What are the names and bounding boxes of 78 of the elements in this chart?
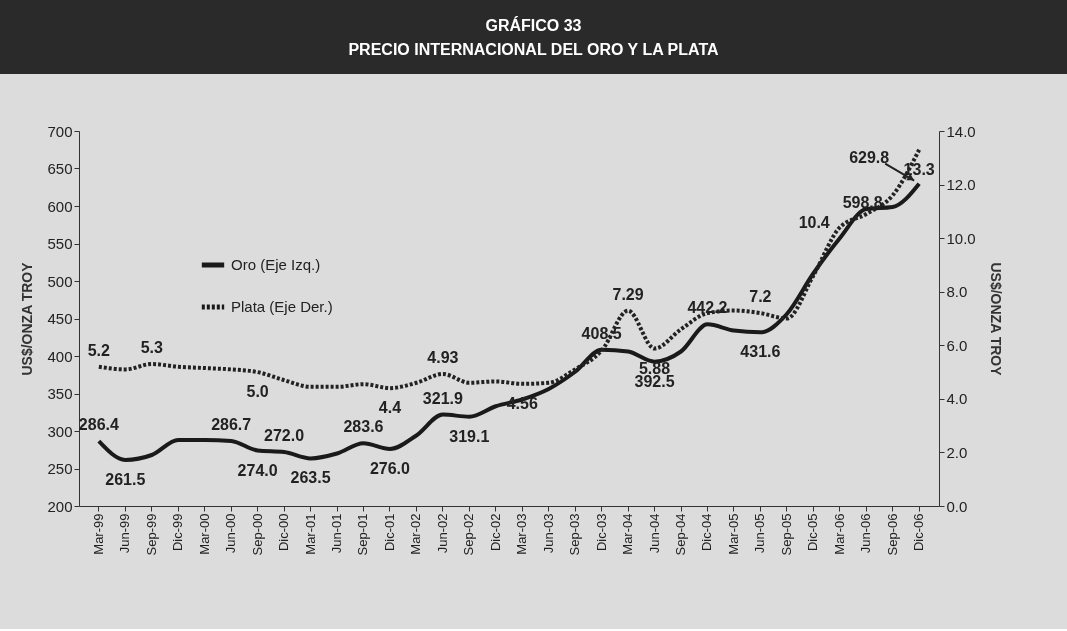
data-label: 5.3 (140, 339, 163, 357)
data-label: 629.8 (849, 148, 890, 166)
y-tick-label: 350 (47, 385, 73, 402)
y2-tick-label: 6.0 (946, 336, 968, 354)
x-tick-label: Mar-00 (196, 513, 212, 555)
y2-tick-label: 0.0 (946, 497, 968, 515)
y-axis-title: US$/ONZA TROY (19, 261, 36, 376)
x-tick-label: Mar-02 (408, 513, 424, 555)
data-label: 4.4 (378, 399, 402, 417)
data-label: 286.7 (211, 415, 252, 433)
y2-tick-label: 2.0 (946, 443, 968, 461)
x-tick-label: Mar-04 (620, 513, 636, 555)
y-tick-label: 400 (47, 347, 73, 365)
data-label: 4.93 (427, 348, 459, 366)
x-tick-label: Dic-01 (381, 513, 397, 552)
data-label: 431.6 (740, 343, 781, 361)
y-tick-label: 500 (47, 272, 73, 290)
y-tick-label: 200 (47, 497, 73, 515)
data-label: 408.5 (581, 324, 622, 342)
legend-label: Oro (Eje Izq.) (231, 256, 321, 273)
y-tick-label: 450 (47, 310, 73, 327)
x-tick-label: Jun-03 (540, 513, 556, 554)
data-label: 263.5 (290, 469, 331, 487)
x-tick-label: Mar-99 (90, 513, 106, 555)
data-label: 319.1 (449, 427, 490, 445)
x-tick-label: Jun-99 (117, 513, 133, 554)
y-tick-label: 650 (47, 160, 73, 177)
y2-tick-label: 12.0 (946, 176, 976, 194)
y-tick-label: 600 (47, 197, 73, 215)
x-tick-label: Sep-06 (884, 513, 900, 556)
x-tick-label: Mar-01 (302, 513, 318, 555)
x-tick-label: Dic-00 (276, 513, 292, 552)
x-tick-label: Sep-02 (461, 513, 477, 556)
x-tick-label: Dic-05 (805, 513, 821, 552)
x-tick-label: Sep-01 (355, 513, 371, 556)
y-tick-label: 550 (47, 235, 73, 252)
y2-axis-title: US$/ONZA TROY (987, 262, 1004, 377)
data-label: 272.0 (264, 427, 305, 444)
x-tick-label: Sep-00 (249, 513, 265, 556)
x-tick-label: Dic-99 (170, 513, 186, 552)
y2-tick-label: 4.0 (946, 390, 968, 408)
data-label: 274.0 (237, 461, 278, 479)
x-tick-label: Dic-06 (911, 513, 927, 552)
x-tick-label: Jun-05 (752, 513, 768, 554)
x-tick-label: Jun-06 (858, 513, 874, 554)
y-tick-label: 700 (47, 122, 73, 140)
y-tick-label: 300 (47, 422, 73, 440)
x-tick-label: Jun-04 (646, 513, 662, 554)
data-label: 7.2 (749, 288, 772, 306)
data-label: 321.9 (422, 389, 463, 407)
y2-tick-label: 8.0 (946, 283, 968, 301)
chart-title: GRÁFICO 33 (484, 15, 583, 36)
data-label: 5.2 (87, 341, 111, 359)
data-label: 261.5 (105, 470, 146, 488)
x-tick-label: Jun-00 (223, 513, 239, 554)
y2-tick-label: 14.0 (946, 122, 976, 140)
x-tick-label: Sep-04 (673, 513, 688, 556)
x-tick-label: Sep-99 (143, 513, 159, 556)
chart-subtitle: PRECIO INTERNACIONAL DEL ORO Y LA PLATA (347, 40, 720, 60)
x-tick-label: Mar-03 (514, 513, 530, 555)
data-label: 7.29 (612, 285, 644, 303)
data-label: 10.4 (798, 214, 830, 232)
x-tick-label: Sep-03 (567, 513, 583, 556)
legend-label: Plata (Eje Der.) (231, 298, 333, 315)
x-tick-label: Dic-03 (593, 513, 609, 552)
data-label: 276.0 (369, 460, 411, 477)
x-tick-label: Jun-02 (434, 513, 450, 554)
x-tick-label: Sep-05 (778, 513, 794, 556)
data-label: 283.6 (343, 418, 384, 436)
x-tick-label: Jun-01 (329, 513, 344, 554)
x-tick-label: Mar-05 (725, 513, 741, 555)
y-tick-label: 250 (47, 460, 73, 477)
data-label: 5.0 (246, 383, 269, 401)
x-tick-label: Dic-04 (699, 513, 715, 552)
data-label: 598.8 (842, 193, 883, 211)
x-tick-label: Mar-06 (831, 513, 847, 555)
x-tick-label: Dic-02 (487, 513, 503, 552)
y2-tick-label: 10.0 (946, 229, 976, 247)
